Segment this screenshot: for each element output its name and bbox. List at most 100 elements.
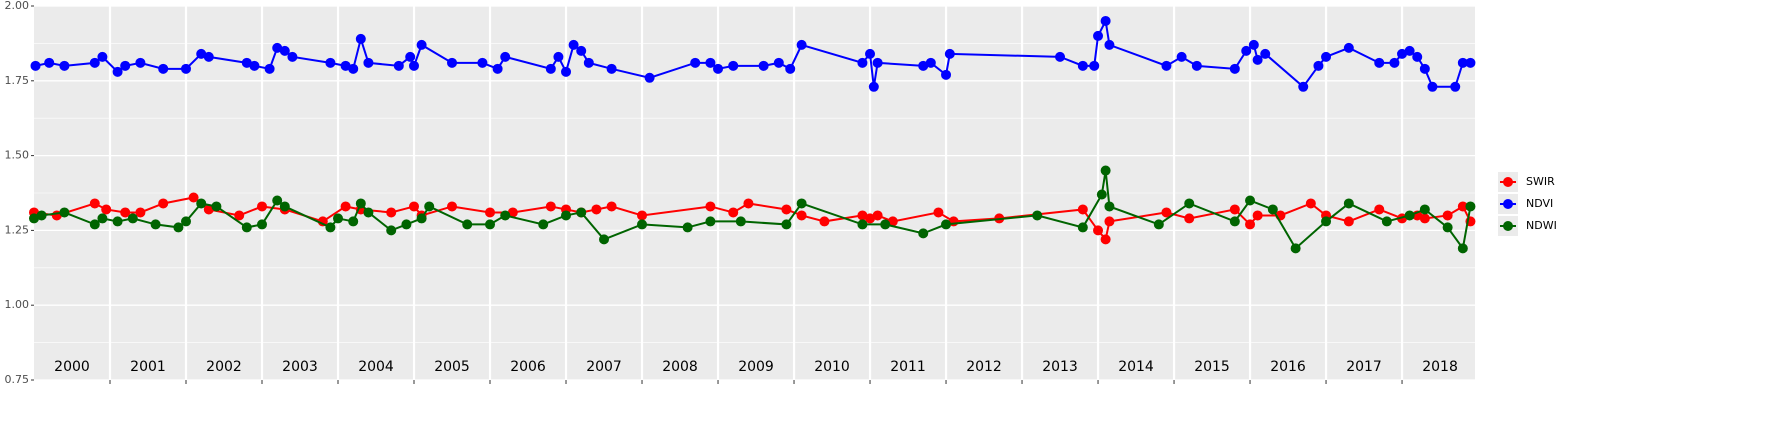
point (386, 225, 397, 236)
point (59, 207, 70, 218)
point (135, 207, 146, 218)
point (606, 201, 617, 212)
point (340, 60, 351, 71)
point (325, 222, 336, 233)
point (485, 219, 496, 230)
point (112, 66, 123, 77)
point (181, 216, 192, 227)
point (1153, 219, 1164, 230)
point (637, 219, 648, 230)
point (363, 57, 374, 68)
point (1419, 63, 1430, 74)
point (925, 57, 936, 68)
point (1465, 201, 1476, 212)
point (416, 39, 427, 50)
point (363, 207, 374, 218)
point (1104, 201, 1115, 212)
year-label: 2008 (662, 359, 698, 375)
point (1093, 30, 1104, 41)
point (1381, 216, 1392, 227)
point (44, 57, 55, 68)
point (887, 216, 898, 227)
point (872, 57, 883, 68)
year-label: 2005 (434, 359, 470, 375)
point (545, 63, 556, 74)
point (1096, 189, 1107, 200)
point (1442, 222, 1453, 233)
year-label: 2001 (130, 359, 166, 375)
point (705, 201, 716, 212)
point (89, 57, 100, 68)
point (591, 204, 602, 215)
point (865, 48, 876, 59)
point (1343, 198, 1354, 209)
point (758, 60, 769, 71)
point (257, 219, 268, 230)
point (241, 222, 252, 233)
point (880, 219, 891, 230)
point (257, 201, 268, 212)
point (211, 201, 222, 212)
point (1032, 210, 1043, 221)
point (1419, 213, 1430, 224)
point (545, 201, 556, 212)
point (1104, 39, 1115, 50)
year-label: 2007 (586, 359, 622, 375)
point (409, 201, 420, 212)
point (386, 207, 397, 218)
point (500, 51, 511, 62)
point (405, 51, 416, 62)
point (477, 57, 488, 68)
point (1450, 81, 1461, 92)
point (120, 207, 131, 218)
point (1404, 45, 1415, 56)
point (1229, 204, 1240, 215)
point (1457, 57, 1468, 68)
point (203, 204, 214, 215)
point (773, 57, 784, 68)
point (462, 219, 473, 230)
year-label: 2011 (890, 359, 926, 375)
point (944, 48, 955, 59)
point (796, 39, 807, 50)
point (735, 216, 746, 227)
point (1457, 201, 1468, 212)
point (173, 222, 184, 233)
point (203, 51, 214, 62)
point (868, 81, 879, 92)
point (857, 219, 868, 230)
point (500, 210, 511, 221)
point (796, 198, 807, 209)
point (1260, 48, 1271, 59)
year-label: 2000 (54, 359, 90, 375)
point (568, 39, 579, 50)
point (1089, 60, 1100, 71)
point (1343, 42, 1354, 53)
point (1412, 51, 1423, 62)
point (1245, 219, 1256, 230)
point (1321, 51, 1332, 62)
point (1161, 60, 1172, 71)
legend-label: SWIR (1526, 175, 1555, 188)
point (158, 63, 169, 74)
point (781, 219, 792, 230)
point (1184, 213, 1195, 224)
year-label: 2004 (358, 359, 394, 375)
point (36, 210, 47, 221)
point (30, 60, 41, 71)
point (1229, 216, 1240, 227)
point (1374, 204, 1385, 215)
point (872, 210, 883, 221)
point (644, 72, 655, 83)
point (1465, 57, 1476, 68)
year-label: 2014 (1118, 359, 1154, 375)
legend-swatch (1503, 221, 1513, 231)
point (1404, 210, 1415, 221)
point (317, 216, 328, 227)
point (348, 216, 359, 227)
point (1427, 81, 1438, 92)
year-label: 2003 (282, 359, 318, 375)
legend-swatch (1503, 177, 1513, 187)
point (135, 57, 146, 68)
